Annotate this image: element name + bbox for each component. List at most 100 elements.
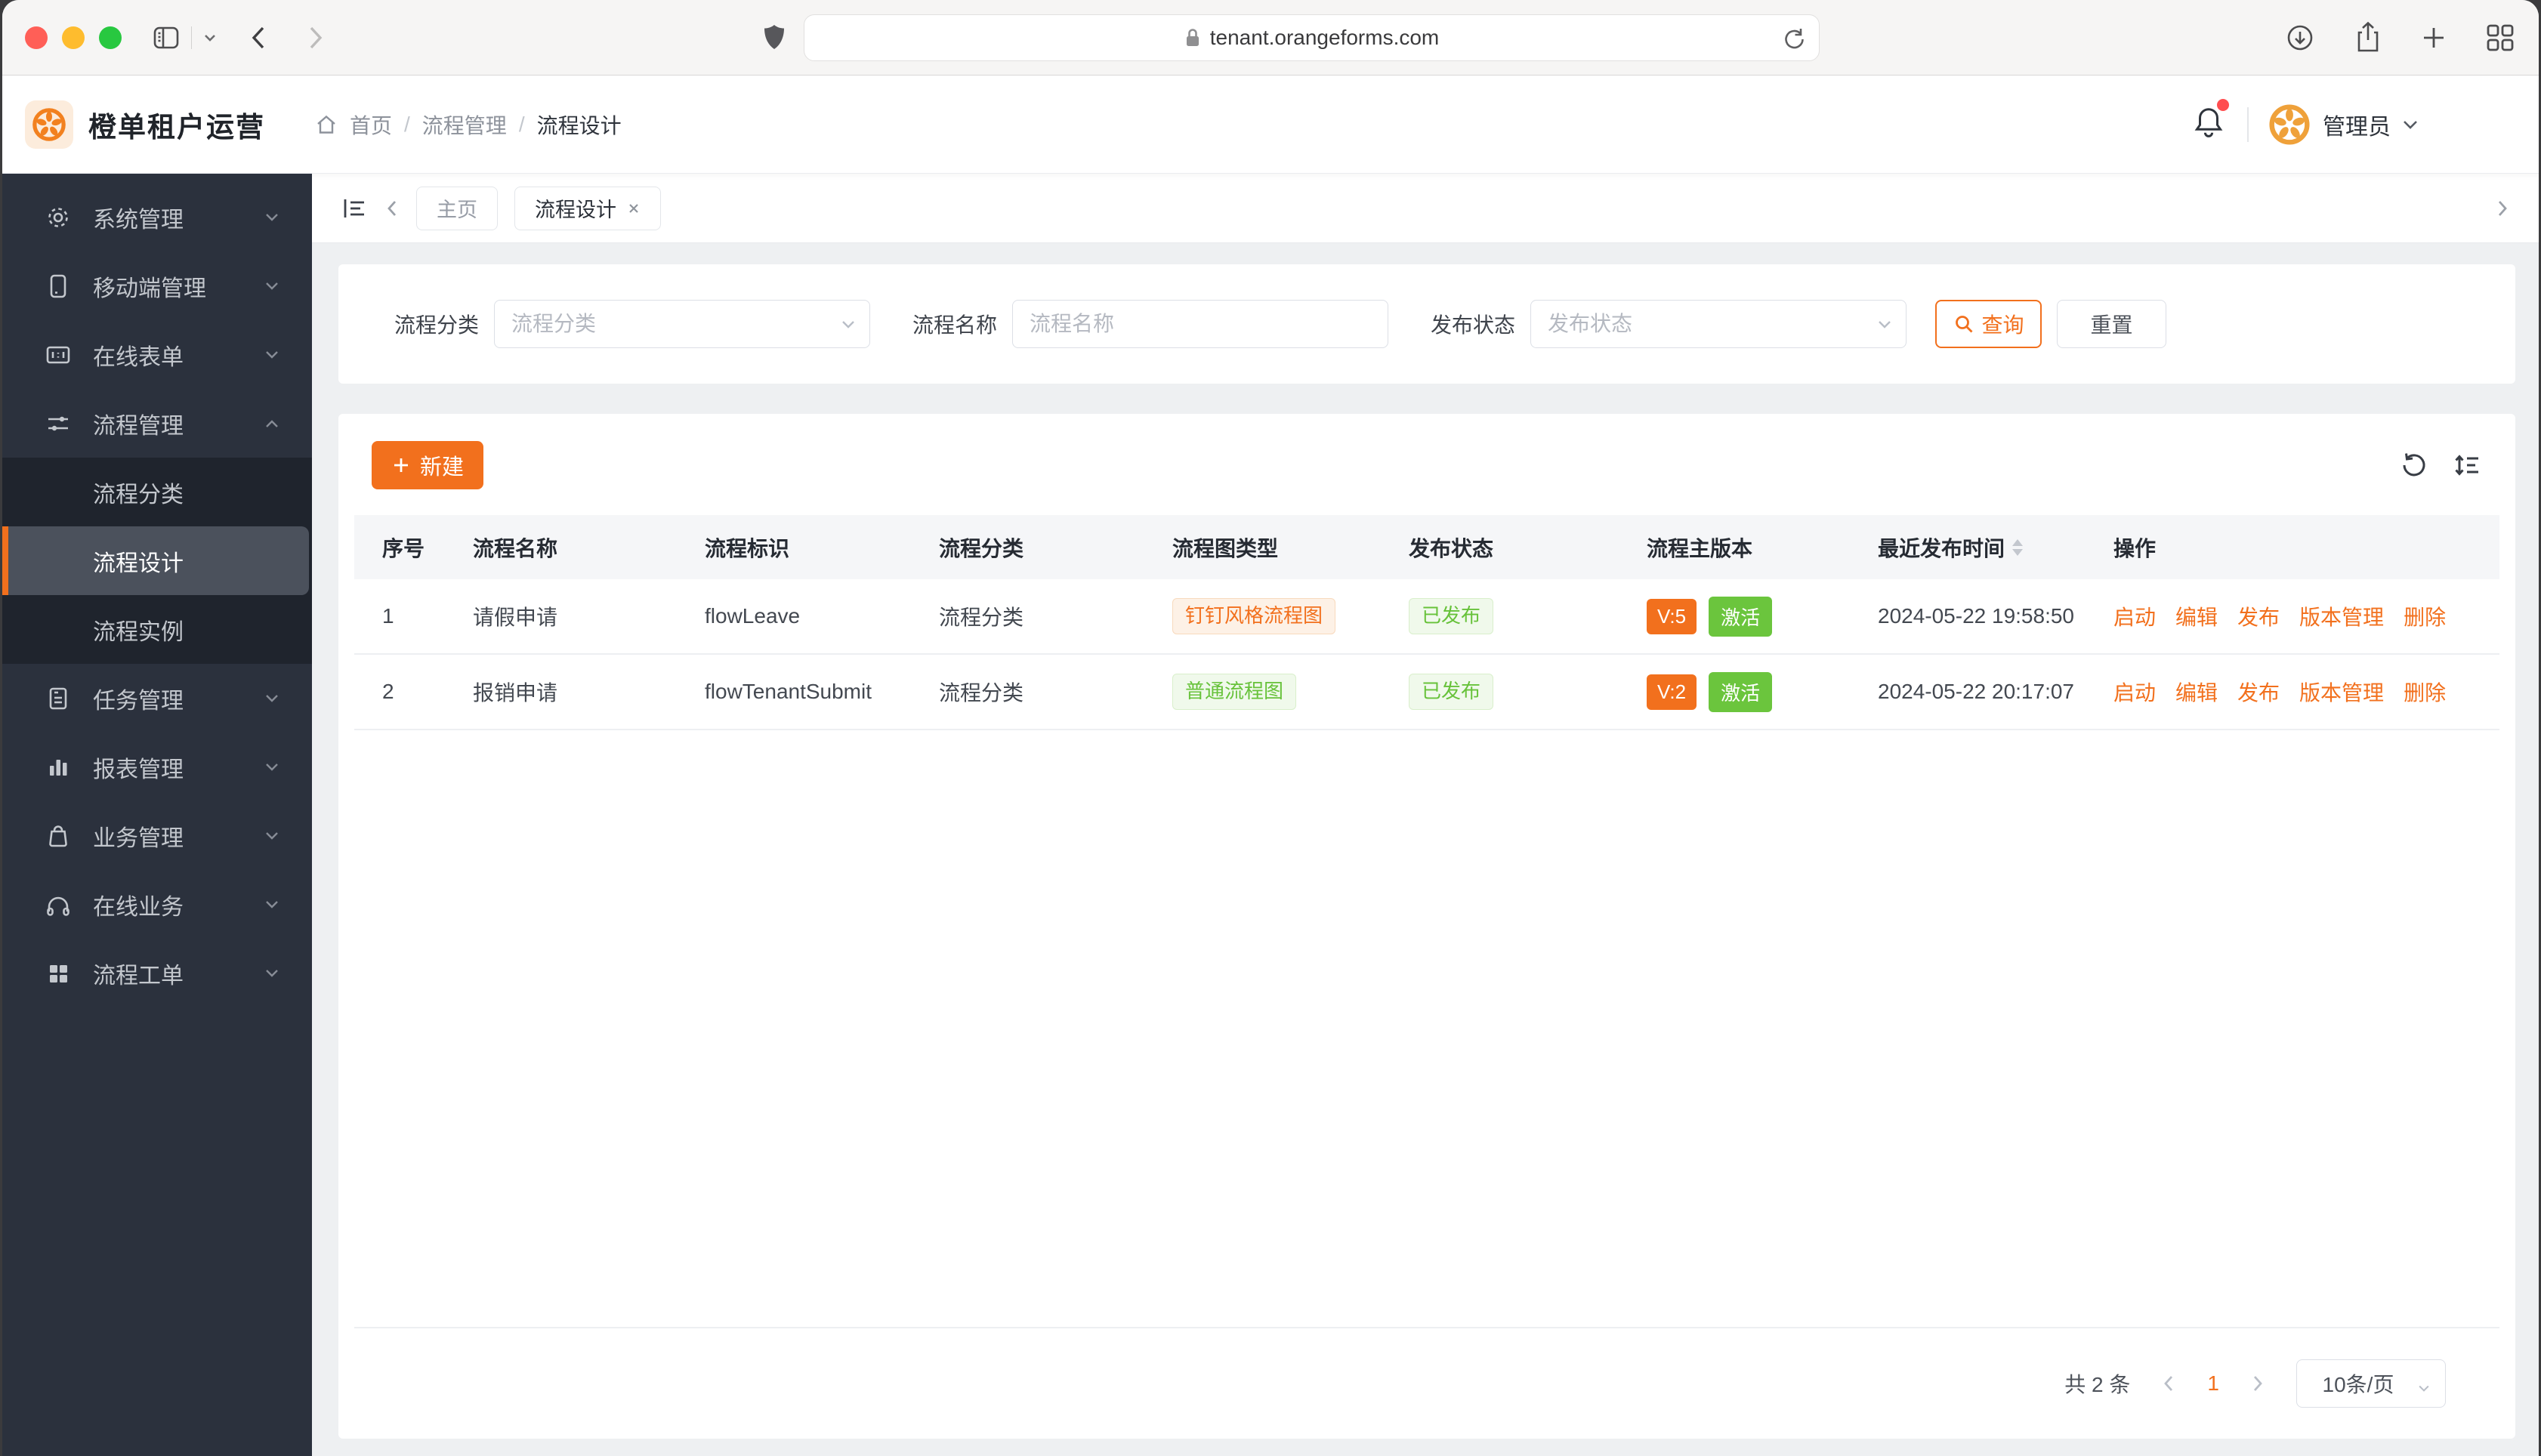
tab-scroll-left-icon[interactable] [384,198,400,219]
cell-flow-key: flowTenantSubmit [705,680,872,703]
prev-page-icon[interactable] [2162,1374,2175,1393]
table-row: 1 请假申请 flowLeave 流程分类 钉钉风格流程图 已发布 V:5 激活… [354,579,2499,655]
sidebar-item-mobile[interactable]: 移动端管理 [2,251,312,320]
sidebar-item-label: 移动端管理 [93,276,206,301]
home-icon [315,113,338,136]
sidebar-item-flow-design[interactable]: 流程设计 [2,526,309,595]
sidebar-item-tasks[interactable]: 任务管理 [2,664,312,733]
sidebar-item-online-business[interactable]: 在线业务 [2,870,312,939]
breadcrumb: 首页 / 流程管理 / 流程设计 [315,110,622,140]
minimize-window-button[interactable] [62,26,85,49]
version-manage-link[interactable]: 版本管理 [2299,681,2385,705]
table-row: 2 报销申请 flowTenantSubmit 流程分类 普通流程图 已发布 V… [354,655,2499,730]
document-icon [45,685,72,712]
grid-icon [45,960,72,987]
page-size-select[interactable]: 10条/页 [2296,1359,2446,1408]
url-text: tenant.orangeforms.com [1209,25,1440,49]
sidebar-item-flow-instance[interactable]: 流程实例 [2,595,312,664]
page-content: 流程分类 流程名称 发布状态 [312,243,2539,1456]
downloads-button[interactable] [2283,21,2317,54]
tab-home[interactable]: 主页 [416,186,498,230]
tab-label: 主页 [437,199,477,221]
user-menu-chevron-icon[interactable] [2401,119,2419,131]
close-tab-icon[interactable] [627,202,641,215]
bar-chart-icon [45,754,72,781]
close-window-button[interactable] [25,26,48,49]
tls-lock-icon [1184,26,1201,49]
search-button[interactable]: 查询 [1935,300,2042,348]
zoom-window-button[interactable] [99,26,122,49]
gear-icon [45,204,72,231]
version-manage-link[interactable]: 版本管理 [2299,606,2385,629]
tab-flow-design[interactable]: 流程设计 [514,186,661,230]
reset-button[interactable]: 重置 [2057,300,2167,348]
flow-table: 序号 流程名称 流程标识 流程分类 流程图类型 发布状态 流程主版本 最近发布时… [354,515,2499,1328]
refresh-icon[interactable] [2397,450,2428,480]
menu-fold-icon[interactable] [341,196,368,221]
column-settings-icon[interactable] [2452,450,2482,480]
publish-link[interactable]: 发布 [2237,681,2280,705]
divider [191,26,192,49]
start-link[interactable]: 启动 [2113,606,2157,629]
version-badge: V:5 [1647,598,1697,634]
page-number[interactable]: 1 [2207,1371,2219,1395]
breadcrumb-separator: / [404,112,410,136]
sidebar-item-work-orders[interactable]: 流程工单 [2,939,312,1007]
user-name[interactable]: 管理员 [2323,114,2391,140]
filter-category-label: 流程分类 [394,313,480,337]
flow-name-input[interactable] [1012,300,1389,348]
breadcrumb-home[interactable]: 首页 [350,113,393,137]
forward-button[interactable] [307,23,325,52]
delete-link[interactable]: 删除 [2404,606,2447,629]
cell-flow-category: 流程分类 [939,606,1024,629]
sidebar-item-workflow[interactable]: 流程管理 [2,389,312,458]
sidebar-item-label: 业务管理 [93,825,184,851]
col-publish-time[interactable]: 最近发布时间 [1878,532,2113,563]
address-bar[interactable]: tenant.orangeforms.com [804,14,1820,61]
create-button-label: 新建 [419,455,464,480]
sidebar-item-flow-category[interactable]: 流程分类 [2,458,312,526]
breadcrumb-current: 流程设计 [536,113,622,137]
page-size-value: 10条/页 [2322,1373,2394,1396]
delete-link[interactable]: 删除 [2404,681,2447,705]
create-button[interactable]: 新建 [372,441,483,489]
avatar[interactable] [2268,103,2311,146]
sort-carets-icon[interactable] [2012,538,2024,556]
status-select[interactable] [1530,300,1907,348]
reload-button[interactable] [1781,25,1807,56]
col-diagram-type: 流程图类型 [1172,536,1279,560]
back-button[interactable] [249,23,267,52]
cell-flow-name: 请假申请 [473,606,558,629]
search-icon [1953,313,1974,335]
sidebar-item-reports[interactable]: 报表管理 [2,733,312,801]
tab-scroll-right-icon[interactable] [2495,198,2510,219]
col-actions: 操作 [2113,536,2157,560]
chevron-down-icon [264,212,280,223]
sidebar-menu-chevron-icon[interactable] [202,32,218,43]
mobile-icon [45,273,72,300]
privacy-shield-icon[interactable] [763,23,786,52]
next-page-icon[interactable] [2251,1374,2265,1393]
active-badge: 激活 [1709,671,1773,712]
sidebar-toggle-icon[interactable] [152,25,181,51]
start-link[interactable]: 启动 [2113,681,2157,705]
sidebar-item-system[interactable]: 系统管理 [2,183,312,251]
breadcrumb-section[interactable]: 流程管理 [421,113,507,137]
tab-strip: 主页 流程设计 [312,174,2539,243]
publish-link[interactable]: 发布 [2237,606,2280,629]
sidebar-item-label: 在线业务 [93,894,184,920]
cell-flow-name: 报销申请 [473,681,558,705]
row-actions: 启动 编辑 发布 版本管理 删除 [2113,677,2499,707]
share-button[interactable] [2353,20,2383,55]
sidebar-item-online-forms[interactable]: 在线表单 [2,320,312,389]
filter-name-label: 流程名称 [912,313,998,337]
tab-overview-button[interactable] [2484,22,2516,54]
edit-link[interactable]: 编辑 [2175,606,2218,629]
notifications-button[interactable] [2193,99,2229,143]
sidebar-item-business[interactable]: 业务管理 [2,801,312,870]
category-select[interactable] [494,300,871,348]
table-header-row: 序号 流程名称 流程标识 流程分类 流程图类型 发布状态 流程主版本 最近发布时… [354,515,2499,579]
diagram-type-badge: 普通流程图 [1172,674,1297,710]
new-tab-button[interactable] [2419,23,2448,52]
edit-link[interactable]: 编辑 [2175,681,2218,705]
